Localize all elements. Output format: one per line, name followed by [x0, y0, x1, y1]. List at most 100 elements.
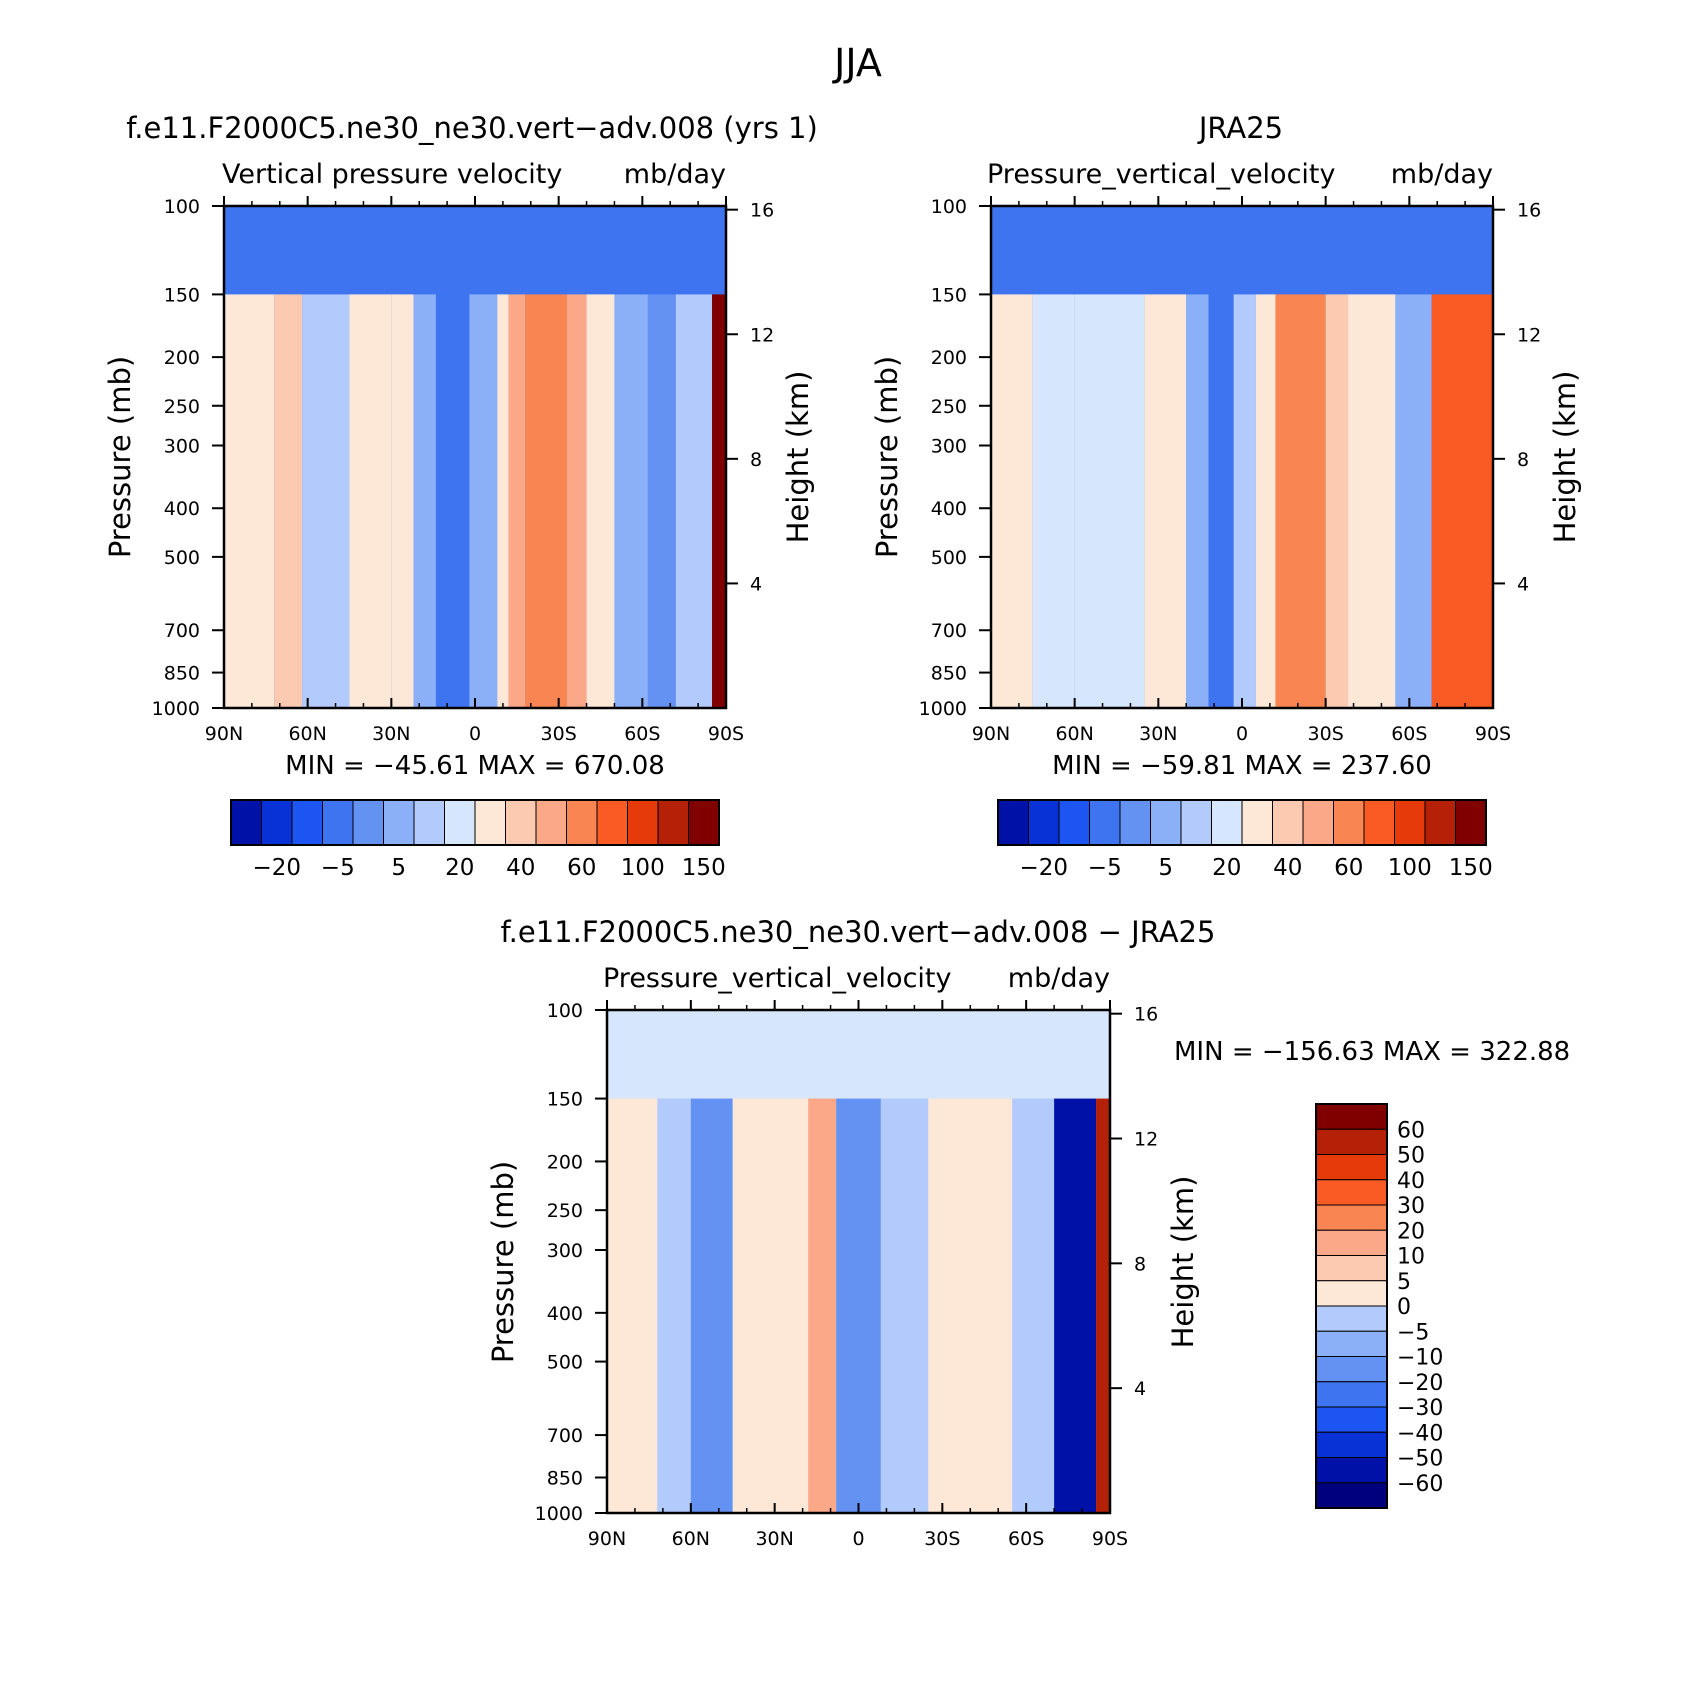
- panel-obs-y2label: Height (km): [1548, 371, 1582, 544]
- field-band: [808, 1098, 837, 1513]
- panel-diff-stats: MIN = −156.63 MAX = 322.88: [1174, 1037, 1570, 1067]
- field-band: [586, 294, 615, 708]
- panel-model-y2label: Height (km): [781, 371, 815, 544]
- panel-diff-ylabel: Pressure (mb): [486, 1161, 520, 1363]
- field-band: [302, 294, 350, 708]
- field-band: [349, 294, 392, 708]
- colorbar-swatch: [1028, 799, 1060, 846]
- y2-tick-label: 4: [1517, 573, 1529, 595]
- colorbar-swatch: [230, 799, 262, 846]
- field-band: [525, 294, 568, 708]
- panel-model-units: mb/day: [624, 159, 726, 190]
- y-tick-label: 100: [547, 1000, 583, 1022]
- y-tick-label: 200: [164, 347, 200, 369]
- x-tick-label: 90S: [1475, 723, 1511, 745]
- x-tick-label: 60S: [1008, 1528, 1044, 1550]
- y-tick-label: 500: [164, 547, 200, 569]
- colorbar-swatch: [413, 799, 445, 846]
- y-tick-label: 400: [547, 1303, 583, 1325]
- colorbar-label: −20: [252, 855, 301, 881]
- colorbar-swatch: [1315, 1330, 1388, 1357]
- field-band: [497, 294, 509, 708]
- field-band: [690, 1098, 733, 1513]
- colorbar-label: 150: [1449, 855, 1493, 881]
- x-tick-label: 60S: [1391, 723, 1427, 745]
- colorbar-swatch: [1315, 1406, 1388, 1433]
- colorbar-label: −30: [1397, 1396, 1443, 1421]
- field-band: [647, 294, 676, 708]
- x-tick-label: 0: [852, 1528, 864, 1550]
- field-band: [991, 294, 1033, 708]
- field-band: [1054, 1098, 1097, 1513]
- colorbar-swatch: [1315, 1255, 1388, 1282]
- field-band: [1233, 294, 1256, 708]
- panel-model: f.e11.F2000C5.ne30_ne30.vert−adv.008 (yr…: [103, 111, 818, 881]
- colorbar-swatch: [1211, 799, 1243, 846]
- panel-obs-units: mb/day: [1391, 159, 1493, 190]
- x-tick-label: 30S: [924, 1528, 960, 1550]
- y2-tick-label: 12: [1134, 1129, 1158, 1151]
- panel-obs-ylabel: Pressure (mb): [870, 356, 904, 558]
- colorbar-swatch: [1455, 799, 1487, 846]
- x-tick-label: 30S: [541, 723, 577, 745]
- colorbar-label: −20: [1397, 1371, 1443, 1396]
- colorbar-swatch: [1315, 1154, 1388, 1181]
- panel-diff-title: f.e11.F2000C5.ne30_ne30.vert−adv.008 − J…: [501, 915, 1216, 949]
- colorbar-label: 30: [1397, 1194, 1425, 1219]
- panel-diff-subtitle: Pressure_vertical_velocity: [603, 963, 952, 994]
- colorbar-swatch: [1315, 1381, 1388, 1408]
- field-band: [469, 294, 498, 708]
- panel-obs-subtitle: Pressure_vertical_velocity: [987, 159, 1336, 190]
- y-tick-label: 250: [164, 396, 200, 418]
- y-tick-label: 200: [931, 347, 967, 369]
- x-tick-label: 30N: [1139, 723, 1177, 745]
- y-tick-label: 700: [547, 1425, 583, 1447]
- field-band: [1074, 294, 1145, 708]
- field-band: [1012, 1098, 1055, 1513]
- colorbar-label: 150: [682, 855, 726, 881]
- field-band: [508, 294, 526, 708]
- y-tick-label: 300: [164, 436, 200, 458]
- colorbar-label: −60: [1397, 1472, 1443, 1497]
- colorbar-label: −10: [1397, 1346, 1443, 1371]
- colorbar-swatch: [566, 799, 598, 846]
- colorbar-swatch: [505, 799, 537, 846]
- colorbar-label: 100: [621, 855, 665, 881]
- colorbar-swatch: [535, 799, 567, 846]
- colorbar-label: −5: [321, 855, 355, 881]
- colorbar-label: 5: [391, 855, 406, 881]
- colorbar-swatch: [688, 799, 720, 846]
- y-tick-label: 1000: [152, 698, 200, 720]
- colorbar-swatch: [1241, 799, 1273, 846]
- colorbar-swatch: [1119, 799, 1151, 846]
- y2-tick-label: 16: [1517, 200, 1541, 222]
- colorbar-label: 20: [1397, 1219, 1425, 1244]
- y2-tick-label: 4: [1134, 1378, 1146, 1400]
- y-tick-label: 700: [931, 620, 967, 642]
- colorbar-label: −20: [1019, 855, 1068, 881]
- colorbar-swatch: [1315, 1457, 1388, 1484]
- colorbar-swatch: [1315, 1204, 1388, 1231]
- x-tick-label: 90N: [588, 1528, 626, 1550]
- colorbar-label: 20: [445, 855, 474, 881]
- panel-diff-plot: 90N 60N 30N 0 30S 60S 90S 100 150 200 250 300 400 500…: [535, 1000, 1158, 1550]
- field-band: [836, 1098, 881, 1513]
- colorbar-swatch: [383, 799, 415, 846]
- x-tick-label: 60S: [624, 723, 660, 745]
- colorbar-label: 100: [1388, 855, 1432, 881]
- colorbar-swatch: [1315, 1179, 1388, 1206]
- y-tick-label: 150: [164, 284, 200, 306]
- colorbar-swatch: [261, 799, 293, 846]
- y-tick-label: 400: [164, 498, 200, 520]
- panel-obs-colorbar: −20 −5 5 20 40 60 100 150: [997, 799, 1493, 881]
- colorbar-swatch: [1315, 1280, 1388, 1307]
- field-band: [928, 1098, 1013, 1513]
- figure-title: JJA: [832, 41, 882, 85]
- y2-tick-label: 16: [750, 200, 774, 222]
- x-tick-label: 60N: [1055, 723, 1093, 745]
- y2-tick-label: 12: [750, 324, 774, 346]
- colorbar-swatch: [1315, 1103, 1388, 1130]
- field-band: [1144, 294, 1187, 708]
- colorbar-label: 40: [506, 855, 535, 881]
- colorbar-label: 40: [1273, 855, 1302, 881]
